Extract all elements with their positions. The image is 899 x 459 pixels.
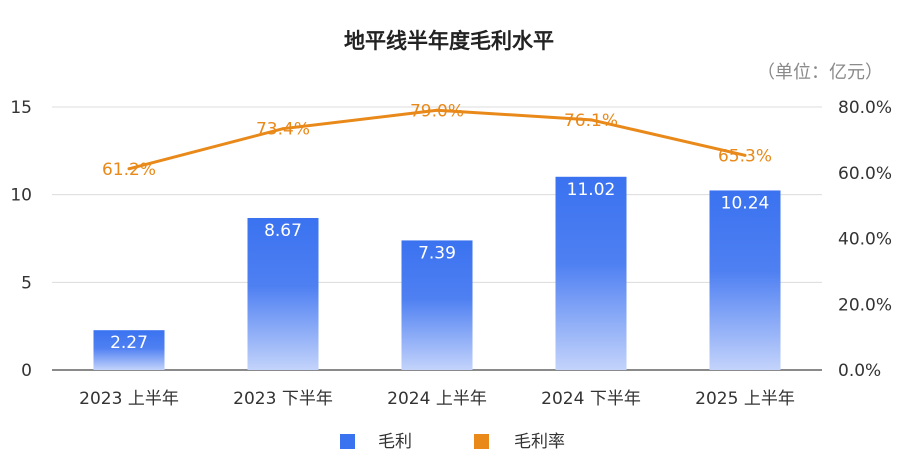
bar-value-label: 7.39 — [418, 243, 456, 263]
bar-value-label: 2.27 — [110, 333, 148, 353]
line-value-label: 65.3% — [718, 146, 772, 166]
x-tick-label: 2025 上半年 — [695, 389, 795, 409]
line-point — [589, 118, 593, 122]
legend-label: 毛利 — [378, 432, 412, 452]
x-tick-label: 2024 上半年 — [387, 389, 487, 409]
bar-series: 2.27 8.67 7.39 11.02 10.24 — [93, 176, 781, 370]
left-tick-label: 0 — [21, 361, 32, 381]
unit-label: （单位：亿元） — [757, 62, 883, 83]
line-value-label: 79.0% — [410, 101, 464, 121]
right-tick-label: 80.0% — [838, 98, 892, 118]
legend: 毛利 毛利率 — [340, 432, 565, 452]
line-point — [281, 127, 285, 131]
right-axis: 0.0% 20.0% 40.0% 60.0% 80.0% — [838, 98, 892, 381]
bar-value-label: 11.02 — [567, 180, 616, 200]
line-point — [435, 108, 439, 112]
right-tick-label: 60.0% — [838, 164, 892, 184]
right-tick-label: 40.0% — [838, 230, 892, 250]
bar — [401, 240, 473, 370]
right-tick-label: 20.0% — [838, 295, 892, 315]
bar — [555, 176, 627, 370]
x-tick-label: 2023 下半年 — [233, 389, 333, 409]
line-value-label: 61.2% — [102, 160, 156, 180]
x-tick-label: 2024 下半年 — [541, 389, 641, 409]
left-tick-label: 15 — [10, 98, 32, 118]
x-axis: 2023 上半年 2023 下半年 2024 上半年 2024 下半年 2025 上半年 — [79, 389, 795, 409]
left-axis: 0 5 10 15 — [10, 98, 32, 381]
bar — [93, 330, 165, 370]
chart-title: 地平线半年度毛利水平 — [344, 29, 554, 53]
line-series: 61.2% 73.4% 79.0% 76.1% 65.3% — [102, 101, 772, 180]
line-point — [743, 153, 747, 157]
x-tick-label: 2023 上半年 — [79, 389, 179, 409]
legend-swatch — [340, 434, 355, 449]
left-tick-label: 5 — [21, 273, 32, 293]
line-point — [127, 167, 131, 171]
legend-label: 毛利率 — [514, 432, 565, 452]
line-value-label: 73.4% — [256, 120, 310, 140]
bar — [247, 217, 319, 370]
line-value-label: 76.1% — [564, 111, 618, 131]
left-tick-label: 10 — [10, 186, 32, 206]
legend-swatch — [474, 434, 489, 449]
right-tick-label: 0.0% — [838, 361, 881, 381]
bar — [709, 190, 781, 370]
bar-value-label: 10.24 — [721, 193, 770, 213]
bar-value-label: 8.67 — [264, 221, 302, 241]
